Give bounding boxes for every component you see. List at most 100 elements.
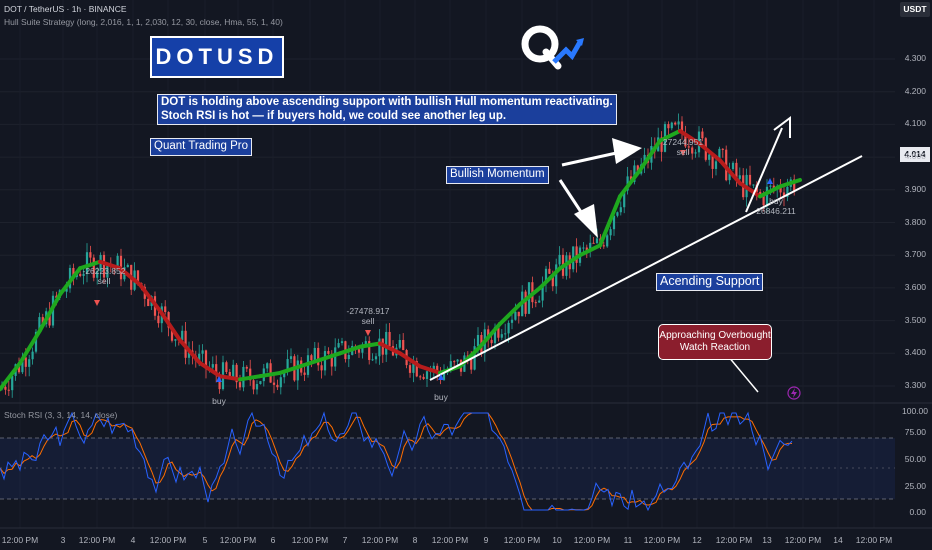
hull-segment bbox=[558, 253, 582, 271]
candle-body bbox=[204, 350, 208, 369]
time-tick: 12:00 PM bbox=[149, 535, 187, 545]
overbought-line-2: Watch Reaction bbox=[679, 341, 751, 353]
candle-body bbox=[388, 331, 391, 347]
candle-body bbox=[432, 365, 435, 371]
hull-segment bbox=[418, 364, 442, 375]
hull-segment bbox=[378, 341, 402, 356]
stoch-rsi-label[interactable]: Stoch RSI (3, 3, 14, 14, close) bbox=[4, 410, 118, 420]
trade-label-buy-2[interactable]: buy bbox=[212, 396, 226, 406]
hull-segment bbox=[38, 292, 62, 333]
candle-body bbox=[303, 372, 306, 375]
time-tick: 12:00 PM bbox=[784, 535, 822, 545]
title-badge[interactable]: DOTUSD bbox=[150, 36, 284, 78]
ascending-support-note[interactable]: Acending Support bbox=[656, 273, 764, 291]
hull-segment bbox=[158, 308, 182, 343]
brand-note[interactable]: Quant Trading Pro bbox=[150, 138, 252, 156]
hull-segment bbox=[778, 177, 802, 189]
candle-body bbox=[82, 273, 85, 276]
candle-body bbox=[368, 341, 371, 360]
strategy-line[interactable]: Hull Suite Strategy (long, 2,016, 1, 1, … bbox=[4, 17, 283, 27]
candle-body bbox=[415, 361, 418, 377]
time-tick: 9 bbox=[483, 535, 489, 545]
trade-side: buy bbox=[769, 196, 783, 206]
candle-body bbox=[490, 339, 493, 344]
time-tick: 5 bbox=[202, 535, 208, 545]
stoch-tick: 100.00 bbox=[902, 406, 928, 416]
time-tick: 12:00 PM bbox=[503, 535, 541, 545]
hull-segment bbox=[738, 181, 762, 199]
trade-label-sell-2[interactable]: -27478.917 sell bbox=[346, 306, 389, 326]
hull-segment bbox=[218, 374, 242, 382]
candle-body bbox=[92, 257, 95, 278]
candle-body bbox=[259, 381, 262, 385]
currency-badge[interactable]: USDT bbox=[900, 2, 930, 17]
candle-body bbox=[272, 382, 276, 385]
candle-body bbox=[701, 131, 704, 139]
candle-body bbox=[408, 365, 412, 373]
hull-segment bbox=[538, 266, 562, 290]
overbought-callout[interactable]: Approaching Overbought Watch Reaction bbox=[658, 324, 772, 360]
candle-body bbox=[211, 364, 214, 368]
candle-body bbox=[711, 154, 714, 169]
trade-side: sell bbox=[97, 276, 111, 286]
trade-label-buy-1[interactable]: buy 26846.211 bbox=[756, 196, 796, 216]
candle-body bbox=[708, 154, 711, 160]
buy-marker bbox=[216, 376, 222, 382]
hull-segment bbox=[198, 361, 222, 379]
candle-body bbox=[422, 376, 425, 379]
candle-body bbox=[677, 121, 680, 125]
candle-body bbox=[449, 361, 452, 371]
hull-segment bbox=[318, 351, 342, 362]
candle-body bbox=[164, 306, 167, 313]
hull-segment bbox=[638, 138, 662, 173]
candle-body bbox=[589, 242, 592, 251]
buy-marker bbox=[438, 374, 444, 380]
trade-label-sell-3[interactable]: 27244.951 sell bbox=[663, 137, 703, 157]
time-tick: 3 bbox=[60, 535, 66, 545]
bullish-momentum-note[interactable]: Bullish Momentum bbox=[446, 166, 549, 184]
hull-segment bbox=[358, 341, 382, 349]
candle-body bbox=[286, 359, 289, 372]
hull-segment bbox=[758, 184, 782, 199]
target-arrow-line bbox=[745, 127, 783, 213]
stoch-tick: 0.00 bbox=[909, 507, 926, 517]
hull-segment bbox=[698, 142, 722, 163]
candle-body bbox=[337, 343, 340, 348]
hull-segment bbox=[98, 259, 122, 271]
time-tick: 12:00 PM bbox=[361, 535, 399, 545]
candle-body bbox=[510, 319, 514, 323]
trade-label-buy-3[interactable]: buy bbox=[434, 392, 448, 402]
candle-body bbox=[225, 362, 228, 373]
candle-body bbox=[667, 124, 670, 129]
candle-body bbox=[89, 252, 92, 258]
time-tick: 6 bbox=[270, 535, 276, 545]
time-tick: 13 bbox=[762, 535, 772, 545]
candle-body bbox=[378, 338, 381, 357]
hull-segment bbox=[578, 243, 602, 258]
candle-body bbox=[187, 350, 191, 358]
symbol-line[interactable]: DOT / TetherUS · 1h · BINANCE bbox=[4, 4, 127, 14]
candle-body bbox=[595, 238, 599, 244]
stoch-band bbox=[0, 438, 895, 499]
time-tick: 12 bbox=[692, 535, 702, 545]
candle-body bbox=[34, 331, 38, 352]
lightning-icon[interactable] bbox=[787, 386, 801, 405]
candle-body bbox=[623, 190, 626, 208]
candle-body bbox=[374, 356, 378, 360]
description-note[interactable]: DOT is holding above ascending support w… bbox=[157, 94, 617, 125]
trade-label-sell-1[interactable]: -26223.852 sell bbox=[82, 266, 125, 286]
candle-body bbox=[313, 347, 316, 361]
candle-body bbox=[718, 148, 721, 162]
chart-header: DOT / TetherUS · 1h · BINANCE Hull Suite… bbox=[4, 3, 283, 29]
candle-body bbox=[126, 264, 129, 268]
target-arrow-head bbox=[773, 116, 791, 138]
hull-segment bbox=[78, 259, 102, 271]
price-tick: 3.700 bbox=[904, 249, 926, 260]
candle-body bbox=[289, 356, 293, 360]
hull-segment bbox=[58, 266, 82, 297]
candle-body bbox=[793, 179, 796, 192]
hull-segment bbox=[278, 364, 302, 375]
candle-body bbox=[361, 344, 364, 353]
hull-segment bbox=[478, 321, 502, 349]
